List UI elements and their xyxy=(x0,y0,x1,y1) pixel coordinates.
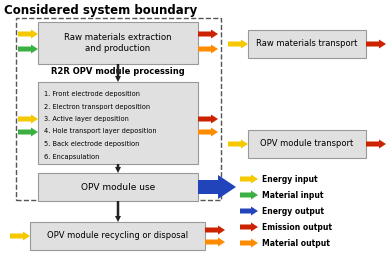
FancyArrow shape xyxy=(198,127,218,136)
FancyArrow shape xyxy=(228,39,248,48)
FancyBboxPatch shape xyxy=(248,30,366,58)
FancyArrow shape xyxy=(366,39,386,48)
FancyArrow shape xyxy=(115,201,121,222)
FancyArrow shape xyxy=(18,29,38,38)
FancyArrow shape xyxy=(18,45,38,54)
FancyArrow shape xyxy=(198,114,218,123)
FancyArrow shape xyxy=(240,223,258,232)
FancyArrow shape xyxy=(18,114,38,123)
Text: Energy input: Energy input xyxy=(262,174,318,183)
Text: OPV module use: OPV module use xyxy=(81,183,155,192)
FancyBboxPatch shape xyxy=(248,130,366,158)
FancyBboxPatch shape xyxy=(30,222,205,250)
Text: Emission output: Emission output xyxy=(262,223,332,232)
Text: 5. Back electrode deposition: 5. Back electrode deposition xyxy=(44,141,140,147)
Text: OPV module recycling or disposal: OPV module recycling or disposal xyxy=(47,232,188,241)
FancyArrow shape xyxy=(198,175,236,199)
FancyArrow shape xyxy=(198,45,218,54)
Text: Material input: Material input xyxy=(262,191,323,200)
FancyArrow shape xyxy=(240,174,258,183)
FancyArrow shape xyxy=(18,127,38,136)
FancyArrow shape xyxy=(240,206,258,215)
FancyBboxPatch shape xyxy=(38,22,198,64)
FancyArrow shape xyxy=(240,191,258,200)
Text: Raw materials extraction
and production: Raw materials extraction and production xyxy=(64,33,172,53)
FancyArrow shape xyxy=(115,164,121,173)
FancyArrow shape xyxy=(205,237,225,246)
Text: 3. Active layer deposition: 3. Active layer deposition xyxy=(44,116,129,122)
FancyArrow shape xyxy=(240,238,258,248)
FancyBboxPatch shape xyxy=(38,173,198,201)
FancyArrow shape xyxy=(10,232,30,241)
Text: Raw materials transport: Raw materials transport xyxy=(256,39,358,48)
Text: OPV module transport: OPV module transport xyxy=(260,139,354,148)
Text: 4. Hole transport layer deposition: 4. Hole transport layer deposition xyxy=(44,129,157,135)
FancyArrow shape xyxy=(366,139,386,148)
Text: 1. Front electrode deposition: 1. Front electrode deposition xyxy=(44,91,140,97)
Text: Material output: Material output xyxy=(262,238,330,248)
Text: 2. Electron transport deposition: 2. Electron transport deposition xyxy=(44,104,150,109)
Text: 6. Encapsulation: 6. Encapsulation xyxy=(44,153,100,160)
Text: R2R OPV module processing: R2R OPV module processing xyxy=(51,68,185,77)
Text: Considered system boundary: Considered system boundary xyxy=(4,4,197,17)
FancyArrow shape xyxy=(115,64,121,82)
FancyArrow shape xyxy=(205,226,225,235)
FancyArrow shape xyxy=(228,139,248,148)
FancyArrow shape xyxy=(198,29,218,38)
FancyBboxPatch shape xyxy=(38,82,198,164)
Text: Energy output: Energy output xyxy=(262,206,324,215)
